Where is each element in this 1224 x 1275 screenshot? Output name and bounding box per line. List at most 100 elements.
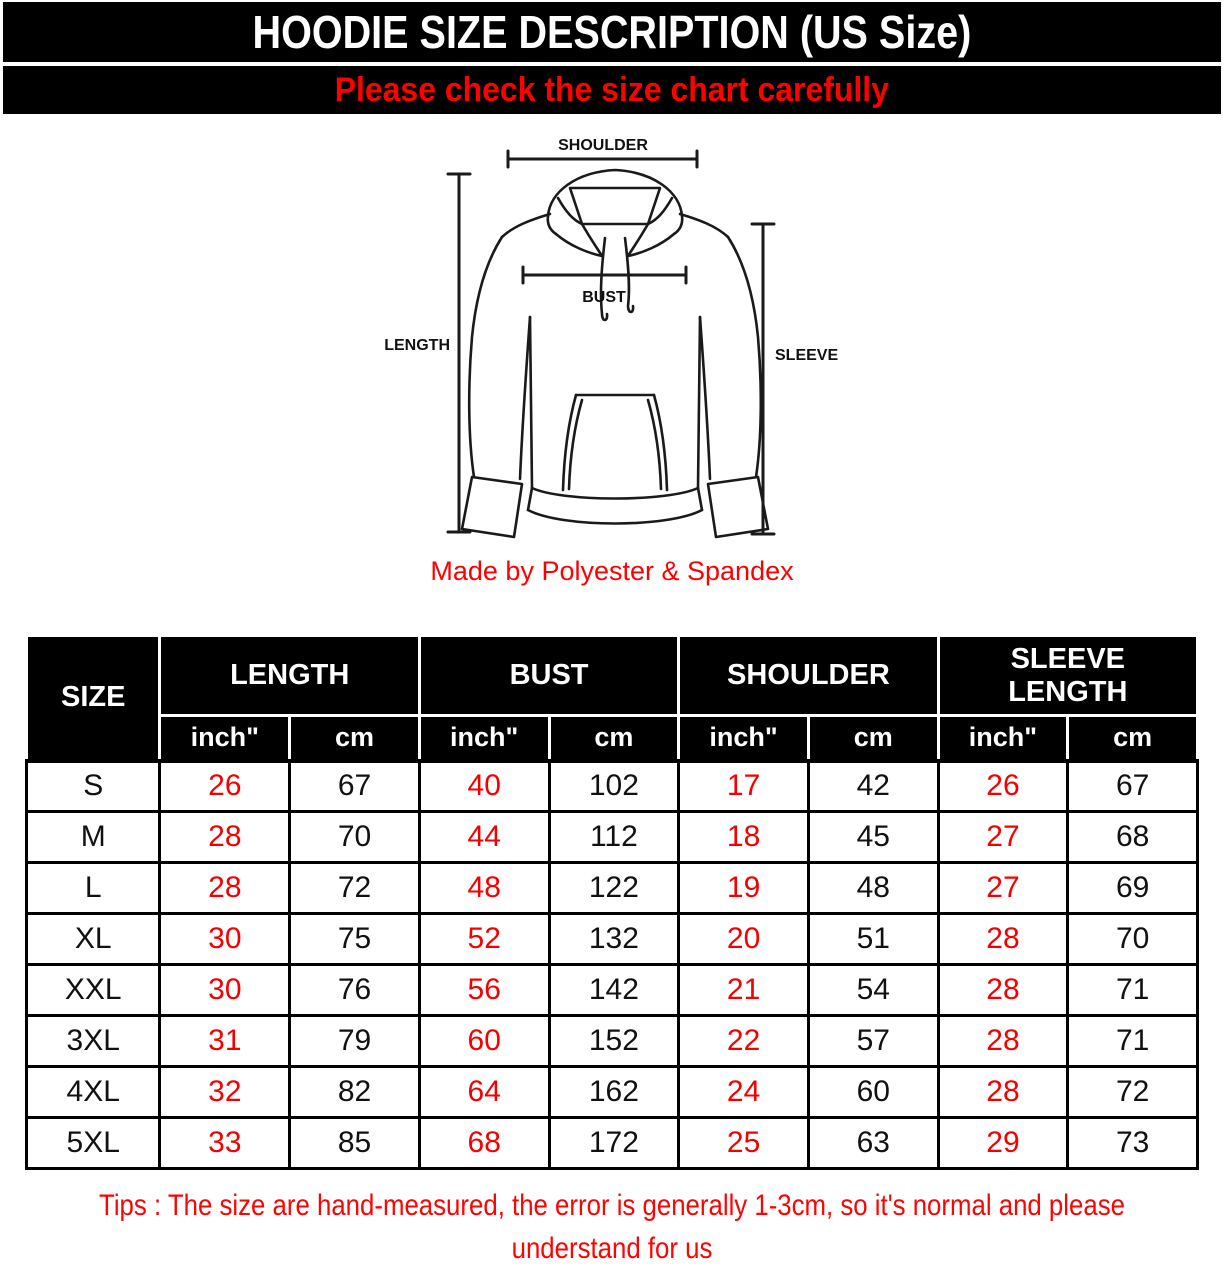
inch-value-cell: 30 [158, 963, 292, 1017]
size-chart-table: SIZE LENGTH BUST SHOULDER SLEEVE LENGTH … [24, 634, 1200, 1170]
column-header-size: SIZE [24, 634, 162, 762]
group-header-row: SIZE LENGTH BUST SHOULDER SLEEVE LENGTH [24, 634, 1200, 762]
cm-value-cell: 71 [1066, 1014, 1199, 1068]
cm-value-cell: 102 [547, 758, 681, 813]
inch-value-cell: 28 [936, 963, 1070, 1017]
unit-header-inch: inch" [417, 714, 551, 762]
hoodie-diagram: SHOULDER LENGTH SLEEVE [384, 137, 838, 539]
inch-value-cell: 29 [936, 1116, 1070, 1170]
size-cell: 3XL [24, 1014, 162, 1068]
inch-value-cell: 26 [158, 758, 292, 813]
column-header-bust: BUST [417, 634, 681, 717]
page-title: HOODIE SIZE DESCRIPTION (US Size) [252, 6, 972, 58]
table-row: 5XL 33 85 68 172 25 63 29 73 [24, 1116, 1199, 1170]
inch-value-cell: 27 [936, 810, 1070, 864]
inch-value-cell: 30 [158, 912, 292, 966]
inch-value-cell: 60 [417, 1014, 551, 1068]
cm-value-cell: 67 [288, 758, 421, 813]
cm-value-cell: 75 [288, 912, 421, 966]
inch-value-cell: 25 [677, 1116, 810, 1170]
bust-measure-label: BUST [582, 289, 626, 306]
length-measure-line [446, 172, 472, 534]
unit-header-row: inch" cm inch" cm inch" cm inch" cm [27, 714, 1199, 762]
size-chart-wrap: SIZE LENGTH BUST SHOULDER SLEEVE LENGTH … [0, 634, 1224, 1170]
cm-value-cell: 67 [1066, 758, 1199, 813]
bust-measure-line [521, 265, 688, 285]
tips-line-1: Tips : The size are hand-measured, the e… [99, 1189, 1125, 1222]
cm-value-cell: 72 [288, 861, 421, 915]
column-header-shoulder: SHOULDER [677, 634, 940, 717]
cm-value-cell: 63 [806, 1116, 940, 1170]
cm-value-cell: 45 [806, 810, 940, 864]
sleeve-measure-label: SLEEVE [775, 347, 838, 364]
material-note: Made by Polyester & Spandex [430, 556, 794, 586]
cm-value-cell: 72 [1066, 1065, 1199, 1119]
inch-value-cell: 26 [936, 758, 1070, 813]
inch-value-cell: 68 [417, 1116, 551, 1170]
cm-value-cell: 51 [806, 912, 940, 966]
size-cell: 4XL [24, 1065, 162, 1119]
shoulder-measure-line [506, 149, 699, 169]
column-header-length: LENGTH [158, 634, 421, 717]
cm-value-cell: 57 [806, 1014, 940, 1068]
cm-value-cell: 152 [547, 1014, 681, 1068]
cm-value-cell: 70 [288, 810, 421, 864]
tips-note: Tips : The size are hand-measured, the e… [86, 1184, 1139, 1270]
inch-value-cell: 21 [677, 963, 810, 1017]
table-row: XXL 30 76 56 142 21 54 28 71 [24, 963, 1199, 1017]
inch-value-cell: 19 [677, 861, 810, 915]
cm-value-cell: 70 [1066, 912, 1199, 966]
table-row: S 26 67 40 102 17 42 26 67 [24, 758, 1199, 813]
cm-value-cell: 112 [547, 810, 681, 864]
inch-value-cell: 28 [936, 912, 1070, 966]
cm-value-cell: 172 [547, 1116, 681, 1170]
inch-value-cell: 64 [417, 1065, 551, 1119]
length-measure-label: LENGTH [384, 337, 450, 354]
cm-value-cell: 54 [806, 963, 940, 1017]
cm-value-cell: 85 [288, 1116, 421, 1170]
inch-value-cell: 31 [158, 1014, 292, 1068]
cm-value-cell: 71 [1066, 963, 1199, 1017]
size-cell: L [24, 861, 162, 915]
inch-value-cell: 48 [417, 861, 551, 915]
size-table-body: S 26 67 40 102 17 42 26 67 M 28 70 44 112 18 45 27 68 L 28 7… [24, 758, 1199, 1170]
inch-value-cell: 22 [677, 1014, 810, 1068]
inch-value-cell: 44 [417, 810, 551, 864]
table-row: M 28 70 44 112 18 45 27 68 [24, 810, 1199, 864]
inch-value-cell: 28 [158, 861, 292, 915]
inch-value-cell: 33 [158, 1116, 292, 1170]
inch-value-cell: 28 [936, 1065, 1070, 1119]
cm-value-cell: 73 [1066, 1116, 1199, 1170]
inch-value-cell: 24 [677, 1065, 810, 1119]
cm-value-cell: 42 [806, 758, 940, 813]
inch-value-cell: 32 [158, 1065, 292, 1119]
inch-value-cell: 18 [677, 810, 810, 864]
table-row: L 28 72 48 122 19 48 27 69 [24, 861, 1199, 915]
cm-value-cell: 82 [288, 1065, 421, 1119]
cm-value-cell: 79 [288, 1014, 421, 1068]
size-cell: XL [24, 912, 162, 966]
cm-value-cell: 132 [547, 912, 681, 966]
unit-header-inch: inch" [158, 714, 292, 762]
tips-line-2: understand for us [511, 1232, 713, 1265]
cm-value-cell: 60 [806, 1065, 940, 1119]
inch-value-cell: 27 [936, 861, 1070, 915]
inch-value-cell: 52 [417, 912, 551, 966]
inch-value-cell: 28 [936, 1014, 1070, 1068]
shoulder-measure-label: SHOULDER [558, 137, 648, 154]
hoodie-outline [460, 168, 770, 539]
size-cell: S [24, 758, 162, 813]
unit-header-cm: cm [547, 714, 681, 762]
column-header-sleeve-length: SLEEVE LENGTH [936, 634, 1200, 717]
table-row: XL 30 75 52 132 20 51 28 70 [24, 912, 1199, 966]
subtitle-banner: Please check the size chart carefully [3, 66, 1221, 114]
title-banner: HOODIE SIZE DESCRIPTION (US Size) [3, 2, 1221, 62]
size-cell: 5XL [24, 1116, 162, 1170]
size-cell: XXL [24, 963, 162, 1017]
unit-header-cm: cm [806, 714, 940, 762]
inch-value-cell: 20 [677, 912, 810, 966]
unit-header-inch: inch" [677, 714, 810, 762]
cm-value-cell: 122 [547, 861, 681, 915]
inch-value-cell: 56 [417, 963, 551, 1017]
measurement-diagram-section: SHOULDER LENGTH SLEEVE [0, 114, 1224, 634]
